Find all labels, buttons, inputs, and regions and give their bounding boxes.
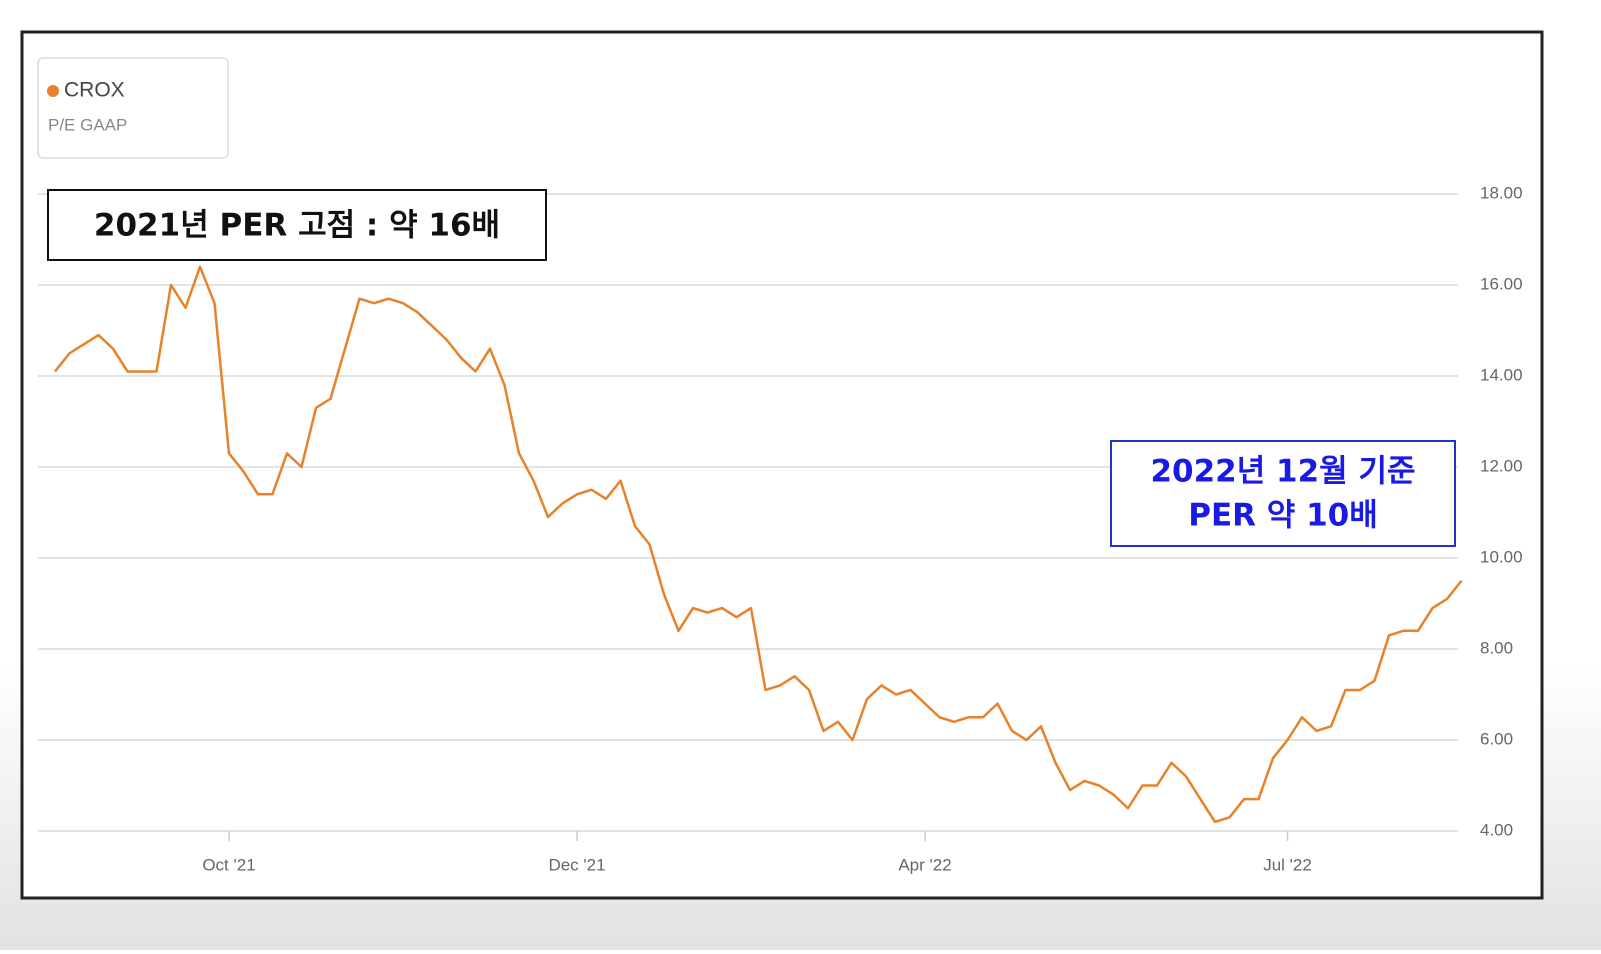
x-tick-label: Dec '21 bbox=[548, 855, 605, 874]
subtitle: P/E GAAP bbox=[48, 115, 127, 134]
x-tick-label: Jul '22 bbox=[1263, 855, 1312, 874]
x-tick-label: Oct '21 bbox=[202, 855, 255, 874]
y-tick-label: 14.00 bbox=[1480, 365, 1523, 384]
y-tick-label: 4.00 bbox=[1480, 820, 1513, 839]
annotation-box bbox=[47, 189, 547, 261]
line bbox=[54, 265, 1463, 824]
annotation: 2022년 12월 기준 bbox=[1150, 454, 1415, 490]
annotation-box bbox=[1110, 440, 1456, 547]
y-tick-label: 6.00 bbox=[1480, 729, 1513, 748]
y-tick-label: 12.00 bbox=[1480, 456, 1523, 475]
annotation: 2021년 PER 고점 : 약 16배 bbox=[94, 208, 500, 244]
y-tick-label: 8.00 bbox=[1480, 638, 1513, 657]
legend-label: CROX bbox=[64, 79, 125, 102]
annotation: PER 약 10배 bbox=[1188, 498, 1378, 534]
y-tick-label: 16.00 bbox=[1480, 274, 1523, 293]
y-tick-label: 10.00 bbox=[1480, 547, 1523, 566]
legend-box bbox=[37, 57, 229, 159]
y-tick-label: 18.00 bbox=[1480, 183, 1523, 202]
x-tick-label: Apr '22 bbox=[898, 855, 951, 874]
legend-marker bbox=[47, 85, 59, 97]
